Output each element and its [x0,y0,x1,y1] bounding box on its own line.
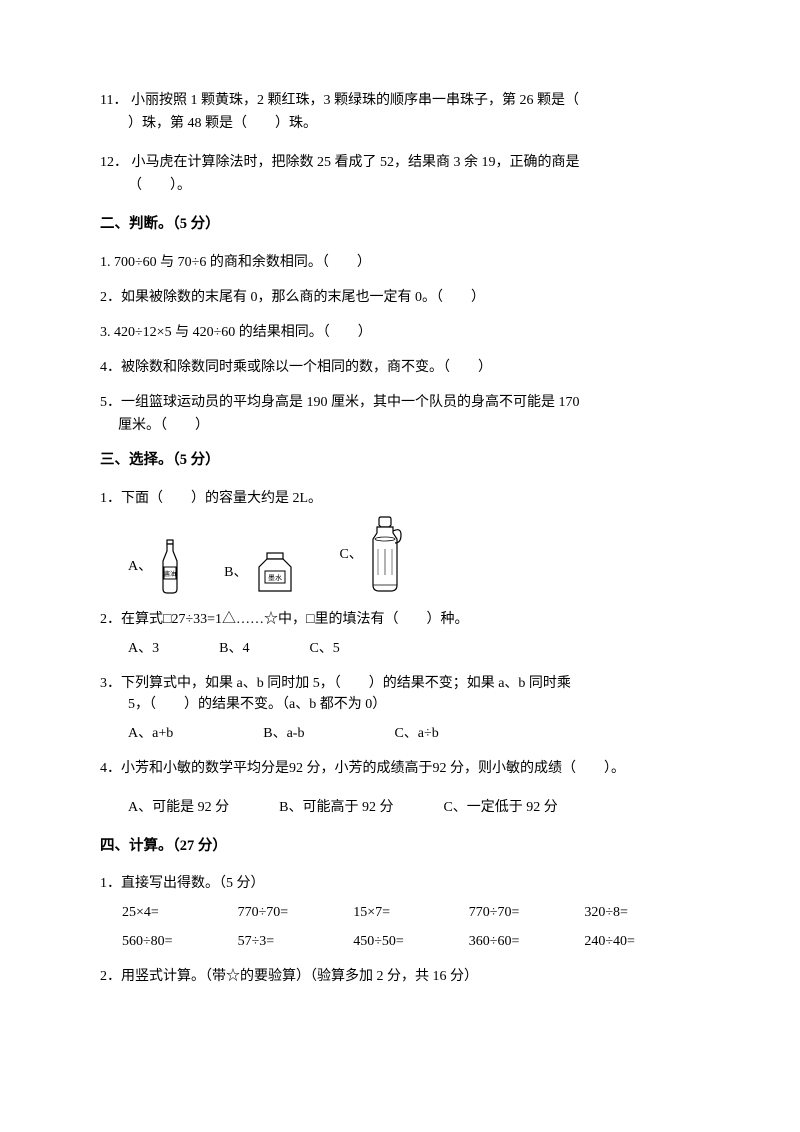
calc-cell: 57÷3= [238,931,354,952]
option-a: A、a+b [128,723,173,744]
calc-cell: 25×4= [122,902,238,923]
option-a: A、3 [128,638,159,659]
q-text-line: 5，（ ）的结果不变。（a、b 都不为 0） [128,694,700,715]
worksheet-page: 11． 小丽按照 1 颗黄珠，2 颗红珠，3 颗绿珠的顺序串一串珠子，第 26 … [0,0,800,1051]
option-b: B、可能高于 92 分 [279,797,393,818]
section-4-header: 四、计算。（27 分） [100,836,700,858]
q-text-line: 3．下列算式中，如果 a、b 同时加 5，（ ）的结果不变；如果 a、b 同时乘 [100,673,700,694]
judge-1: 1. 700÷60 与 70÷6 的商和余数相同。（ ） [100,252,700,273]
calc-q1: 1．直接写出得数。（5 分） 25×4= 770÷70= 15×7= 770÷7… [100,873,700,952]
option-c: C、一定低于 92 分 [443,797,557,818]
option-c: C、5 [309,638,339,659]
options-row: A、3 B、4 C、5 [128,638,700,659]
options-row: A、可能是 92 分 B、可能高于 92 分 C、一定低于 92 分 [128,797,700,818]
q-text-line: 厘米。（ ） [118,415,700,436]
calc-row-2: 560÷80= 57÷3= 450÷50= 360÷60= 240÷40= [122,931,700,952]
soy-sauce-bottle-icon: 酱油 [156,539,184,595]
q-text-line: 小马虎在计算除法时，把除数 25 看成了 52，结果商 3 余 19，正确的商是 [132,155,580,170]
option-b: B、a-b [263,723,304,744]
judge-3: 3. 420÷12×5 与 420÷60 的结果相同。（ ） [100,322,700,343]
calc-row-1: 25×4= 770÷70= 15×7= 770÷70= 320÷8= [122,902,700,923]
calc-cell: 770÷70= [238,902,354,923]
option-label: A、 [128,556,152,577]
image-options-row: A、 酱油 B、 墨水 [128,515,700,595]
q-text-line: 5．一组篮球运动员的平均身高是 190 厘米，其中一个队员的身高不可能是 170 [100,395,580,410]
option-label: B、 [224,562,247,583]
svg-text:酱油: 酱油 [164,570,176,578]
ink-bottle-icon: 墨水 [251,551,299,595]
options-row: A、a+b B、a-b C、a÷b [128,723,700,744]
q-text-line: ）珠，第 48 颗是（ ）珠。 [128,113,700,134]
calc-cell: 240÷40= [584,931,700,952]
option-a: A、可能是 92 分 [128,797,229,818]
q-number: 12． [100,155,128,170]
q-text-line: 小丽按照 1 颗黄珠，2 颗红珠，3 颗绿珠的顺序串一串珠子，第 26 颗是（ [131,93,579,108]
choice-3: 3．下列算式中，如果 a、b 同时加 5，（ ）的结果不变；如果 a、b 同时乘… [100,673,700,744]
section-3-header: 三、选择。（5 分） [100,450,700,472]
calc-q2: 2．用竖式计算。（带☆的要验算）（验算多加 2 分，共 16 分） [100,966,700,987]
judge-4: 4．被除数和除数同时乘或除以一个相同的数，商不变。（ ） [100,357,700,378]
svg-text:墨水: 墨水 [268,573,282,582]
section-2-header: 二、判断。（5 分） [100,214,700,236]
option-b: B、 墨水 [224,551,299,595]
choice-4: 4．小芳和小敏的数学平均分是92 分，小芳的成绩高于92 分，则小敏的成绩（ ）… [100,758,700,818]
judge-5: 5．一组篮球运动员的平均身高是 190 厘米，其中一个队员的身高不可能是 170… [100,392,700,436]
option-a: A、 酱油 [128,539,184,595]
choice-2: 2．在算式□27÷33=1△……☆中，□里的填法有（ ）种。 A、3 B、4 C… [100,609,700,659]
option-c: C、a÷b [394,723,438,744]
question-12: 12． 小马虎在计算除法时，把除数 25 看成了 52，结果商 3 余 19，正… [100,152,700,196]
choice-1: 1．下面（ ）的容量大约是 2L。 A、 酱油 B、 [100,488,700,595]
judge-2: 2．如果被除数的末尾有 0，那么商的末尾也一定有 0。（ ） [100,287,700,308]
calc-cell: 15×7= [353,902,469,923]
option-b: B、4 [219,638,249,659]
option-c: C、 [339,515,402,595]
calc-cell: 360÷60= [469,931,585,952]
calc-cell: 560÷80= [122,931,238,952]
q-number: 11． [100,93,127,108]
thermos-flask-icon [367,515,403,595]
calc-cell: 320÷8= [584,902,700,923]
q-text-line: 2．在算式□27÷33=1△……☆中，□里的填法有（ ）种。 [100,609,700,630]
option-label: C、 [339,544,362,565]
q-text-line: 1．直接写出得数。（5 分） [100,873,700,894]
calc-cell: 450÷50= [353,931,469,952]
question-11: 11． 小丽按照 1 颗黄珠，2 颗红珠，3 颗绿珠的顺序串一串珠子，第 26 … [100,90,700,134]
q-text-line: （ ）。 [128,175,700,196]
q-text-line: 4．小芳和小敏的数学平均分是92 分，小芳的成绩高于92 分，则小敏的成绩（ ）… [100,758,700,779]
calc-cell: 770÷70= [469,902,585,923]
q-text-line: 1．下面（ ）的容量大约是 2L。 [100,488,700,509]
